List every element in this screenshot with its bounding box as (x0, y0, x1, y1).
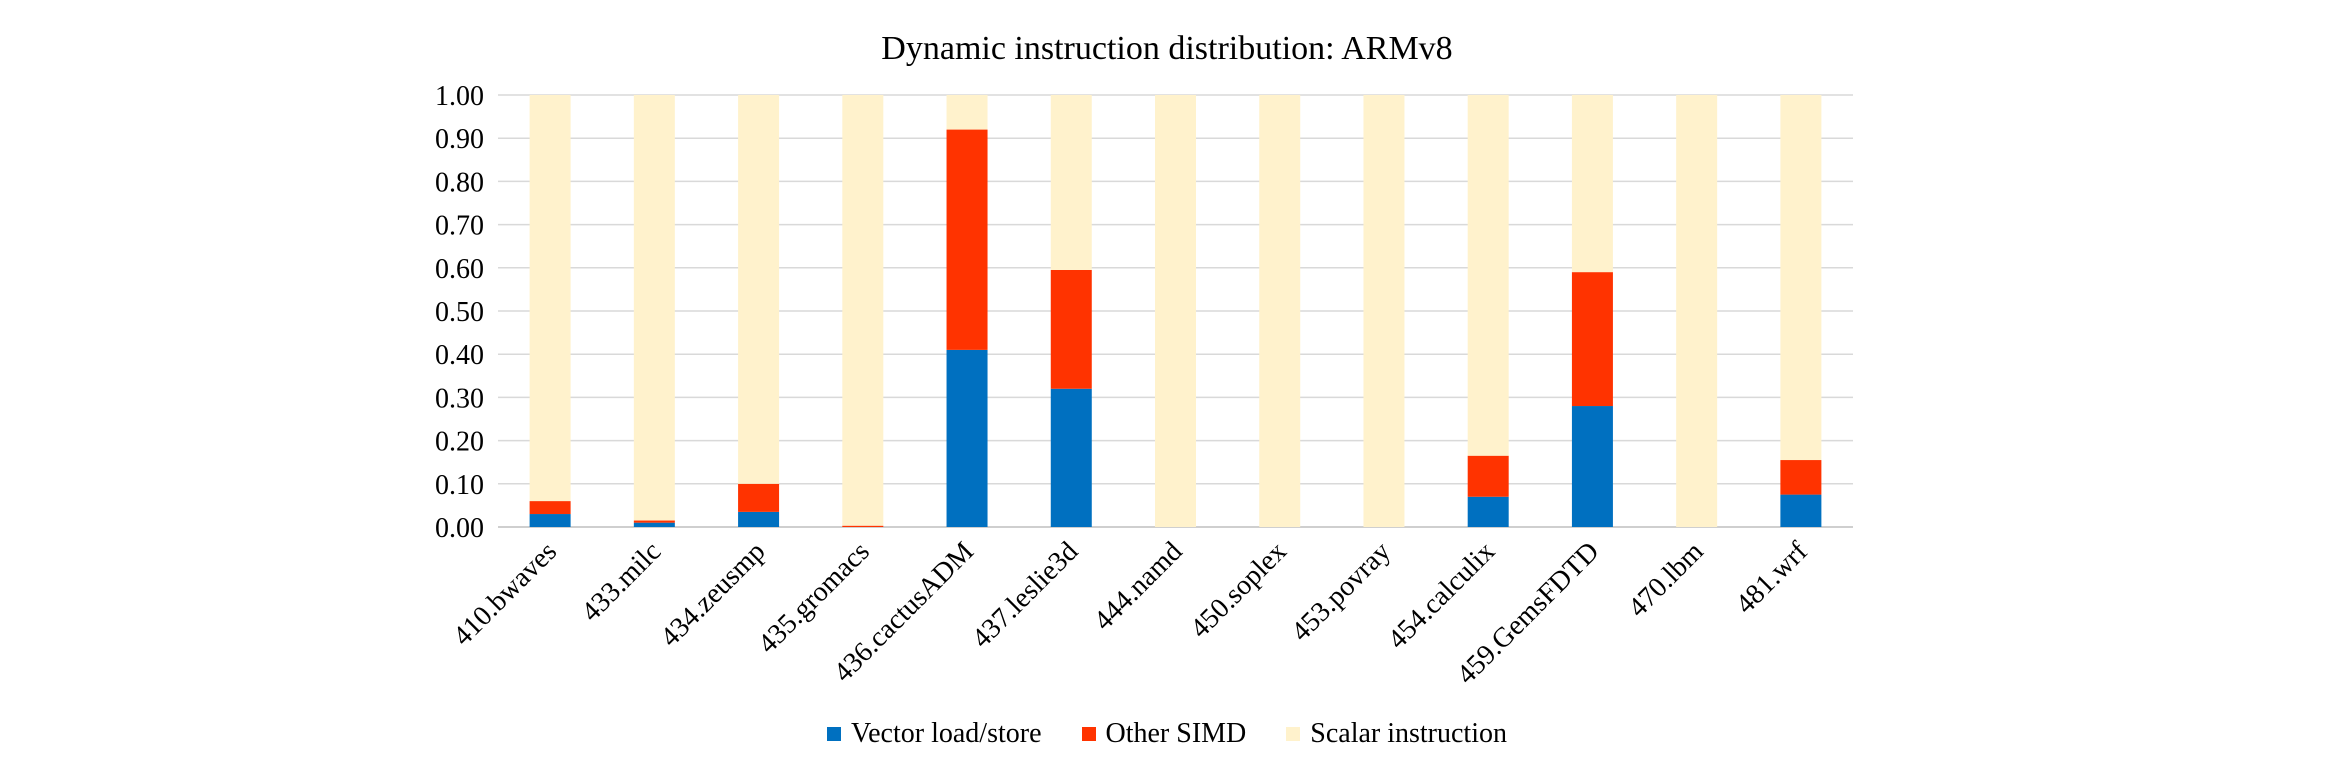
legend-swatch (1081, 727, 1096, 741)
bar-segment (1467, 496, 1509, 527)
bar-segment (633, 95, 675, 521)
bar-segment (529, 514, 571, 527)
x-tick-label: 437.leslie3d (966, 536, 1084, 654)
bar-segment (842, 95, 884, 526)
bar-segment (1050, 95, 1092, 270)
bar-segment (1363, 95, 1405, 527)
x-tick-label: 481.wrf (1730, 536, 1815, 621)
y-tick-label: 0.70 (435, 211, 484, 242)
x-tick-label: 453.povray (1285, 536, 1397, 648)
y-tick-label: 0.60 (435, 254, 484, 285)
bar-segment (946, 129, 988, 350)
bar-segment (1467, 95, 1509, 456)
legend-item: Vector load/store (827, 718, 1042, 750)
y-tick-label: 1.00 (435, 81, 484, 112)
legend-label: Scalar instruction (1310, 718, 1507, 749)
legend: Vector load/store Other SIMD Scalar instru… (0, 718, 2334, 750)
legend-swatch (827, 727, 841, 741)
bar-segment (1259, 95, 1301, 527)
y-tick-label: 0.20 (435, 427, 484, 458)
bar-segment (738, 483, 780, 512)
y-tick-label: 0.30 (435, 383, 484, 414)
chart-title: Dynamic instruction distribution: ARMv8 (881, 30, 1453, 67)
y-tick-label: 0.40 (435, 340, 484, 371)
bar-segment (1571, 406, 1613, 527)
bar-segment (1050, 269, 1092, 389)
x-tick-label: 450.soplex (1184, 536, 1292, 644)
bar-segment (529, 95, 571, 502)
y-tick-label: 0.80 (435, 167, 484, 198)
bar-segment (1571, 272, 1613, 407)
bar-segment (738, 511, 780, 527)
bar-segment (842, 525, 884, 527)
x-tick-label: 470.lbm (1622, 536, 1710, 624)
bar-segment (529, 501, 571, 515)
bar-segment (1571, 95, 1613, 273)
bar-segment (1155, 95, 1196, 527)
bar-segment (1780, 494, 1822, 527)
x-tick-label: 410.bwaves (447, 536, 563, 652)
legend-item: Other SIMD (1081, 718, 1247, 750)
legend-swatch (1286, 727, 1301, 741)
y-tick-label: 0.90 (435, 124, 484, 155)
legend-label: Other SIMD (1105, 718, 1247, 749)
legend-label: Vector load/store (851, 718, 1042, 749)
bar-segment (633, 522, 675, 527)
bar-segment (1467, 455, 1509, 497)
x-tick-label: 433.milc (576, 536, 668, 628)
bar-segment (946, 95, 988, 130)
x-tick-label: 444.namd (1088, 536, 1189, 637)
bar-segment (738, 95, 780, 484)
bar-segment (1780, 95, 1822, 461)
y-tick-label: 0.10 (435, 470, 484, 501)
bar-segment (946, 349, 988, 527)
y-tick-label: 0.00 (435, 513, 484, 544)
bar-segment (1050, 388, 1092, 527)
bar-segment (1780, 460, 1822, 495)
bar-segment (1676, 95, 1718, 527)
legend-item: Scalar instruction (1286, 718, 1507, 750)
bar-segment (633, 520, 675, 523)
y-tick-label: 0.50 (435, 297, 484, 328)
